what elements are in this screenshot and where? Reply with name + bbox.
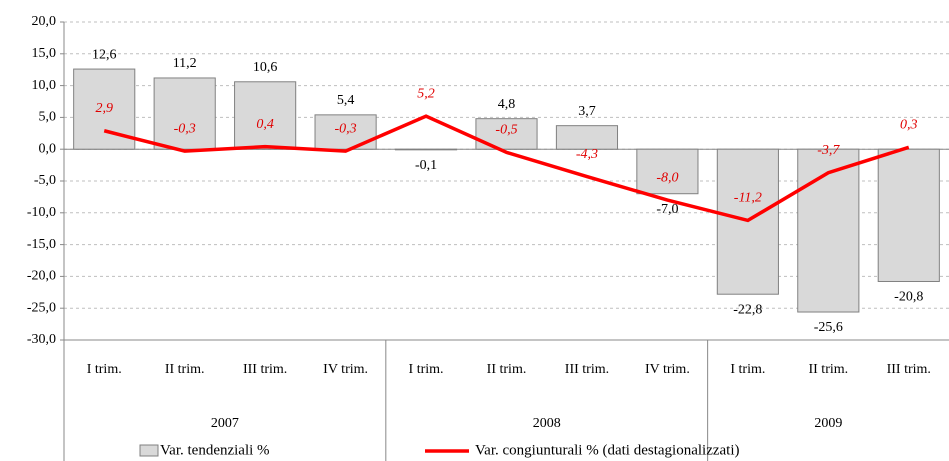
bar-value-label: 10,6 — [253, 60, 278, 75]
y-tick-label: -25,0 — [27, 300, 56, 315]
bar-value-label: 5,4 — [337, 93, 355, 108]
y-tick-label: -30,0 — [27, 332, 56, 347]
bar-value-label: -22,8 — [733, 302, 762, 317]
y-tick-label: 5,0 — [39, 110, 57, 125]
bar — [797, 148, 860, 313]
bar-value-label: 11,2 — [173, 56, 197, 71]
bar-value-label: -7,0 — [656, 202, 678, 217]
line — [103, 114, 910, 223]
line-value-label: -3,7 — [817, 143, 840, 158]
line-value-label: -0,3 — [174, 121, 196, 136]
x-tick-label: IV trim. — [645, 362, 690, 377]
bar — [394, 148, 458, 151]
line-value-label: 0,3 — [900, 118, 918, 133]
y-tick-label: -5,0 — [34, 173, 56, 188]
line-value-label: -8,0 — [656, 170, 678, 185]
legend-label: Var. tendenziali % — [160, 442, 270, 458]
line-value-label: -0,3 — [335, 121, 357, 136]
x-tick-label: IV trim. — [323, 362, 368, 377]
group-label: 2007 — [211, 416, 239, 431]
x-tick-label: III trim. — [565, 362, 609, 377]
bar-value-label: 3,7 — [578, 104, 596, 119]
y-tick-label: 10,0 — [32, 78, 57, 93]
bar — [555, 125, 619, 150]
line-value-label: 0,4 — [256, 117, 274, 132]
y-tick-label: 15,0 — [32, 46, 57, 61]
y-tick-label: -15,0 — [27, 237, 56, 252]
y-tick-label: 0,0 — [39, 141, 57, 156]
bar-value-label: -25,6 — [814, 320, 843, 335]
bar — [153, 77, 216, 150]
line-value-label: 5,2 — [417, 86, 435, 101]
bar-value-label: 12,6 — [92, 47, 117, 62]
line-value-label: -4,3 — [576, 147, 598, 162]
bar-value-label: -0,1 — [415, 158, 437, 173]
line-value-label: 2,9 — [95, 101, 113, 116]
y-tick-label: -10,0 — [27, 205, 56, 220]
group-label: 2008 — [533, 416, 561, 431]
legend-swatch — [139, 444, 159, 457]
y-tick-label: -20,0 — [27, 269, 56, 284]
x-tick-label: III trim. — [887, 362, 931, 377]
x-tick-label: I trim. — [730, 362, 765, 377]
x-tick-label: III trim. — [243, 362, 287, 377]
line-value-label: -11,2 — [734, 191, 762, 206]
y-tick-label: 20,0 — [32, 14, 57, 29]
bar-value-label: 4,8 — [498, 97, 516, 112]
bar — [234, 81, 297, 150]
group-label: 2009 — [814, 416, 842, 431]
x-tick-label: II trim. — [487, 362, 527, 377]
x-tick-label: I trim. — [409, 362, 444, 377]
x-tick-label: I trim. — [87, 362, 122, 377]
x-tick-label: II trim. — [808, 362, 848, 377]
legend-label: Var. congiunturali % (dati destagionaliz… — [475, 442, 740, 458]
line-value-label: -0,5 — [495, 123, 517, 138]
bar-value-label: -20,8 — [894, 290, 923, 305]
bar — [877, 148, 940, 282]
x-tick-label: II trim. — [165, 362, 205, 377]
bar — [636, 148, 699, 195]
